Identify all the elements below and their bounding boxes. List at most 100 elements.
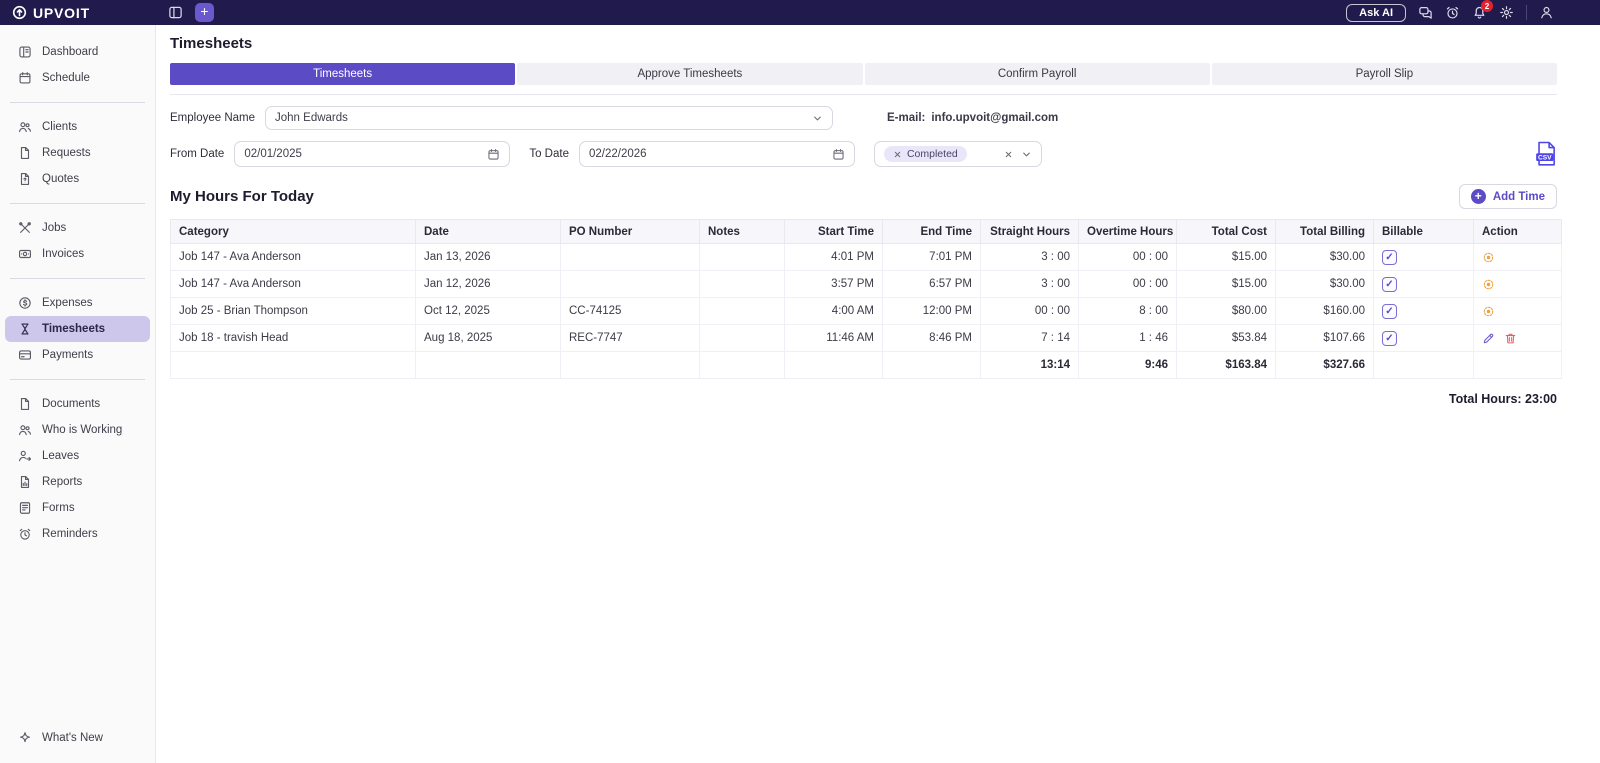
- sidebar-divider: [10, 102, 145, 103]
- sidebar-item-label: Quotes: [42, 173, 80, 185]
- sidebar-toggle-button[interactable]: [168, 5, 183, 20]
- billable-checkbox[interactable]: ✓: [1382, 249, 1397, 265]
- column-header-end-time: End Time: [882, 219, 981, 244]
- to-date-value: 02/22/2026: [588, 148, 647, 160]
- column-header-overtime-hours: Overtime Hours: [1078, 219, 1177, 244]
- total-cost: $163.84: [1176, 351, 1276, 379]
- cell-billable: ✓: [1373, 324, 1474, 352]
- cell-total-billing: $30.00: [1275, 270, 1374, 298]
- brand-logo[interactable]: UPVOIT: [0, 0, 156, 25]
- cell-po-number: [560, 270, 700, 298]
- top-bar-actions: + Ask AI 2: [156, 0, 1600, 25]
- panel-toggle-icon: [169, 6, 182, 19]
- tab-timesheets[interactable]: Timesheets: [170, 63, 516, 85]
- sidebar-item-dashboard[interactable]: Dashboard: [5, 39, 150, 65]
- sidebar-item-expenses[interactable]: Expenses: [5, 290, 150, 316]
- file-question-icon: [20, 173, 30, 185]
- edit-entry-button[interactable]: [1482, 332, 1495, 345]
- timesheet-row: Job 147 - Ava Anderson Jan 12, 2026 3:57 P…: [170, 270, 1562, 298]
- billable-checkbox[interactable]: ✓: [1382, 276, 1397, 292]
- chat-button[interactable]: [1418, 5, 1433, 20]
- status-chip[interactable]: Completed: [883, 146, 967, 162]
- sidebar-item-who-is-working[interactable]: Who is Working: [5, 417, 150, 443]
- sidebar-item-clients[interactable]: Clients: [5, 114, 150, 140]
- sidebar-divider: [10, 379, 145, 380]
- to-date-input[interactable]: 02/22/2026: [578, 141, 855, 167]
- create-new-button[interactable]: +: [195, 3, 214, 22]
- tab-confirm-payroll[interactable]: Confirm Payroll: [864, 63, 1210, 85]
- sidebar-item-whats-new[interactable]: What's New: [5, 725, 150, 751]
- main-content: Timesheets Timesheets Approve Timesheets C…: [156, 25, 1600, 763]
- total-overtime-hours: 9:46: [1078, 351, 1177, 379]
- section-title: My Hours For Today: [170, 188, 314, 205]
- calendar-icon: [488, 148, 499, 160]
- gear-icon: [1500, 6, 1513, 19]
- from-date-input[interactable]: 02/01/2025: [234, 141, 511, 167]
- cell-overtime-hours: 8 : 00: [1078, 297, 1177, 325]
- chevron-down-icon[interactable]: [1021, 149, 1032, 160]
- sidebar-item-label: Schedule: [42, 72, 90, 84]
- brand-logo-text: UPVOIT: [33, 4, 90, 21]
- plus-icon: +: [195, 3, 214, 22]
- sidebar-item-leaves[interactable]: Leaves: [5, 443, 150, 469]
- sidebar-item-jobs[interactable]: Jobs: [5, 215, 150, 241]
- user-profile-button[interactable]: [1539, 5, 1554, 20]
- status-chip-label: Completed: [906, 148, 958, 160]
- cell-po-number: REC-7747: [560, 324, 700, 352]
- sidebar-item-label: Expenses: [42, 297, 93, 309]
- cell-notes: [699, 243, 785, 271]
- cell-end-time: 6:57 PM: [882, 270, 981, 298]
- from-date-label: From Date: [170, 148, 225, 160]
- cell-notes: [699, 324, 785, 352]
- column-header-start-time: Start Time: [784, 219, 883, 244]
- cell-date: Jan 12, 2026: [415, 270, 561, 298]
- sidebar-item-requests[interactable]: Requests: [5, 140, 150, 166]
- cell-date: Jan 13, 2026: [415, 243, 561, 271]
- column-header-straight-hours: Straight Hours: [980, 219, 1079, 244]
- sidebar-item-invoices[interactable]: Invoices: [5, 241, 150, 267]
- ask-ai-button[interactable]: Ask AI: [1346, 3, 1406, 22]
- sidebar-item-documents[interactable]: Documents: [5, 391, 150, 417]
- billable-checkbox[interactable]: ✓: [1382, 330, 1397, 346]
- sidebar-item-label: What's New: [42, 732, 103, 744]
- export-csv-button[interactable]: CSV: [1534, 141, 1557, 167]
- alarm-icon: [1446, 6, 1459, 19]
- add-time-button[interactable]: + Add Time: [1458, 184, 1557, 209]
- sidebar-item-schedule[interactable]: Schedule: [5, 65, 150, 91]
- sidebar-item-label: Requests: [42, 147, 91, 159]
- cell-billable: ✓: [1373, 270, 1474, 298]
- sidebar-item-label: Who is Working: [42, 424, 123, 436]
- cell-overtime-hours: 1 : 46: [1078, 324, 1177, 352]
- tab-payroll-slip[interactable]: Payroll Slip: [1211, 63, 1557, 85]
- cell-total-billing: $107.66: [1275, 324, 1374, 352]
- clear-icon[interactable]: [1004, 150, 1013, 159]
- view-entry-button[interactable]: [1482, 251, 1495, 264]
- status-filter-select[interactable]: Completed: [873, 141, 1042, 167]
- sidebar-item-forms[interactable]: Forms: [5, 495, 150, 521]
- delete-entry-button[interactable]: [1504, 332, 1517, 345]
- view-entry-button[interactable]: [1482, 305, 1495, 318]
- column-header-total-cost: Total Cost: [1176, 219, 1276, 244]
- cell-notes: [699, 297, 785, 325]
- employee-select[interactable]: John Edwards: [265, 106, 834, 130]
- billable-checkbox[interactable]: ✓: [1382, 303, 1397, 319]
- reminders-button[interactable]: [1445, 5, 1460, 20]
- tab-approve-timesheets[interactable]: Approve Timesheets: [517, 63, 863, 85]
- select-controls: [1004, 149, 1032, 160]
- cell-total-cost: $15.00: [1176, 270, 1276, 298]
- sidebar-item-payments[interactable]: Payments: [5, 342, 150, 368]
- chip-remove-icon[interactable]: [893, 150, 902, 159]
- calendar-icon: [833, 148, 844, 160]
- notifications-button[interactable]: 2: [1472, 0, 1493, 20]
- settings-button[interactable]: [1499, 5, 1514, 20]
- user-icon: [1541, 6, 1552, 19]
- clients-icon: [19, 425, 31, 436]
- card-icon: [19, 350, 31, 360]
- view-entry-button[interactable]: [1482, 278, 1495, 291]
- email-label: E-mail:: [887, 112, 926, 124]
- sidebar-item-quotes[interactable]: Quotes: [5, 166, 150, 192]
- sidebar-item-reports[interactable]: Reports: [5, 469, 150, 495]
- sidebar-item-reminders[interactable]: Reminders: [5, 521, 150, 547]
- sidebar: Dashboard Schedule Clients Requests Quotes Jo…: [0, 25, 156, 763]
- sidebar-item-timesheets[interactable]: Timesheets: [5, 316, 150, 342]
